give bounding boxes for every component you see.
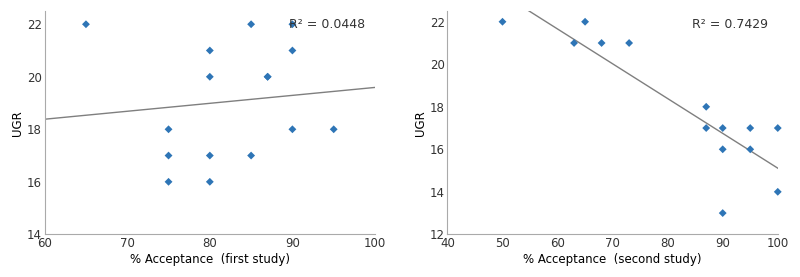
Point bbox=[578, 19, 591, 24]
Point bbox=[771, 126, 784, 130]
Point bbox=[203, 75, 216, 79]
Point bbox=[262, 75, 274, 79]
Point bbox=[162, 153, 175, 158]
Text: R² = 0.0448: R² = 0.0448 bbox=[289, 18, 365, 31]
Point bbox=[622, 41, 635, 45]
Point bbox=[203, 48, 216, 53]
Point bbox=[286, 22, 299, 27]
Text: R² = 0.7429: R² = 0.7429 bbox=[692, 18, 768, 31]
Point bbox=[771, 189, 784, 194]
Point bbox=[716, 147, 729, 152]
Point bbox=[262, 75, 274, 79]
Point bbox=[162, 127, 175, 132]
Point bbox=[700, 126, 713, 130]
Point bbox=[568, 41, 581, 45]
X-axis label: % Acceptance  (first study): % Acceptance (first study) bbox=[130, 253, 290, 266]
Point bbox=[286, 48, 299, 53]
Y-axis label: UGR: UGR bbox=[414, 110, 427, 136]
Point bbox=[327, 127, 340, 132]
Point bbox=[744, 147, 757, 152]
Point bbox=[245, 22, 258, 27]
Point bbox=[744, 126, 757, 130]
Point bbox=[496, 19, 509, 24]
Point bbox=[203, 153, 216, 158]
Y-axis label: UGR: UGR bbox=[11, 110, 24, 136]
Point bbox=[700, 104, 713, 109]
Point bbox=[79, 22, 92, 27]
Point bbox=[203, 179, 216, 184]
X-axis label: % Acceptance  (second study): % Acceptance (second study) bbox=[523, 253, 702, 266]
Point bbox=[162, 179, 175, 184]
Point bbox=[286, 127, 299, 132]
Point bbox=[245, 153, 258, 158]
Point bbox=[716, 126, 729, 130]
Point bbox=[595, 41, 608, 45]
Point bbox=[716, 211, 729, 215]
